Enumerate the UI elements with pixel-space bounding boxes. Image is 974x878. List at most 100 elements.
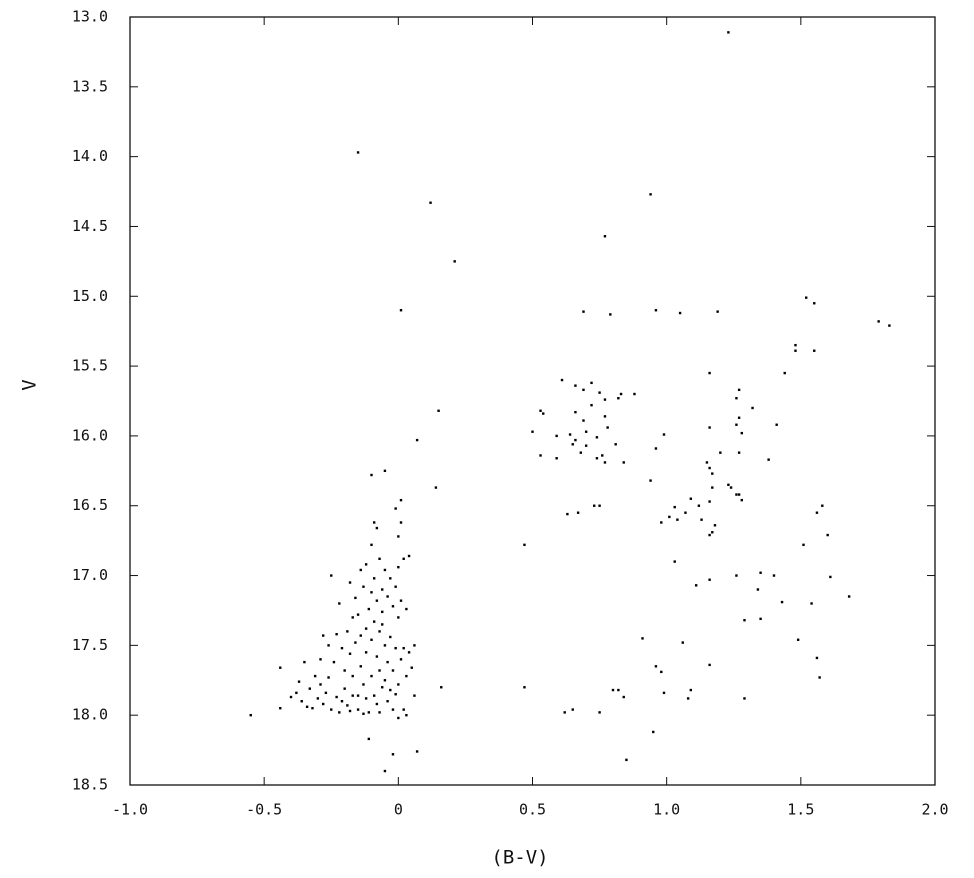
data-point bbox=[399, 498, 403, 502]
data-point bbox=[313, 674, 317, 678]
data-point bbox=[383, 469, 387, 473]
data-point bbox=[614, 443, 617, 446]
data-point bbox=[590, 381, 593, 385]
data-point bbox=[383, 769, 387, 773]
data-point bbox=[394, 507, 397, 510]
data-point bbox=[389, 577, 392, 580]
data-point bbox=[737, 388, 741, 392]
data-point bbox=[829, 575, 832, 579]
data-point bbox=[531, 430, 534, 433]
data-point bbox=[743, 619, 746, 622]
data-point bbox=[555, 434, 558, 438]
data-point bbox=[603, 235, 607, 238]
data-point bbox=[574, 438, 577, 442]
data-point bbox=[780, 600, 784, 604]
data-point bbox=[295, 691, 298, 695]
data-point bbox=[574, 410, 577, 414]
data-point bbox=[660, 521, 663, 524]
data-point bbox=[375, 655, 379, 658]
data-point bbox=[810, 602, 813, 605]
data-point bbox=[582, 419, 585, 422]
data-point bbox=[539, 409, 542, 412]
data-point bbox=[322, 702, 325, 706]
data-point bbox=[405, 674, 408, 678]
data-point bbox=[708, 663, 711, 667]
data-point bbox=[335, 632, 338, 636]
data-point bbox=[343, 669, 346, 672]
data-point bbox=[689, 688, 693, 692]
data-point bbox=[598, 504, 601, 507]
data-point bbox=[711, 472, 714, 475]
data-point bbox=[649, 479, 652, 482]
data-point bbox=[555, 457, 558, 460]
data-point bbox=[362, 712, 365, 715]
data-point bbox=[383, 679, 387, 682]
data-point bbox=[711, 486, 714, 489]
data-point bbox=[694, 584, 698, 587]
data-point bbox=[399, 658, 403, 661]
data-point bbox=[322, 634, 325, 637]
data-point bbox=[716, 310, 719, 313]
data-point bbox=[571, 708, 574, 711]
data-point bbox=[603, 415, 607, 418]
data-point bbox=[676, 518, 679, 521]
data-point bbox=[364, 627, 368, 630]
data-point bbox=[684, 511, 687, 514]
data-point bbox=[767, 458, 770, 461]
data-point bbox=[737, 451, 741, 454]
data-point bbox=[356, 694, 360, 697]
data-point bbox=[375, 702, 379, 706]
data-point bbox=[381, 610, 384, 614]
data-point bbox=[579, 451, 582, 454]
x-tick-label: 1.0 bbox=[653, 801, 680, 819]
data-point bbox=[705, 461, 709, 464]
data-point bbox=[805, 296, 808, 299]
data-point bbox=[354, 596, 357, 600]
data-point bbox=[335, 695, 338, 699]
data-point bbox=[619, 392, 623, 396]
data-point bbox=[740, 431, 743, 435]
data-point bbox=[737, 493, 741, 496]
data-point bbox=[802, 543, 805, 547]
data-point bbox=[279, 707, 282, 710]
data-point bbox=[415, 750, 419, 753]
data-point bbox=[397, 683, 400, 686]
data-point bbox=[737, 416, 741, 419]
data-point bbox=[847, 595, 851, 598]
data-point bbox=[622, 695, 625, 699]
y-tick-label: 14.5 bbox=[72, 217, 108, 235]
data-point bbox=[662, 691, 666, 695]
data-point bbox=[700, 518, 703, 521]
y-tick-label: 16.5 bbox=[72, 496, 108, 514]
data-point bbox=[796, 638, 800, 641]
data-point bbox=[364, 697, 368, 700]
x-tick-label: 2.0 bbox=[921, 801, 948, 819]
data-point bbox=[378, 711, 381, 714]
data-point bbox=[399, 309, 403, 312]
data-point bbox=[708, 500, 711, 503]
data-point bbox=[662, 433, 666, 436]
data-point bbox=[386, 700, 389, 703]
data-point bbox=[794, 343, 797, 347]
data-point bbox=[319, 683, 322, 686]
data-point bbox=[813, 349, 816, 352]
data-point bbox=[375, 599, 379, 602]
data-point bbox=[348, 581, 352, 584]
data-point bbox=[590, 403, 593, 407]
data-point bbox=[370, 473, 373, 477]
data-point bbox=[378, 630, 381, 633]
data-point bbox=[413, 694, 416, 697]
data-point bbox=[759, 571, 762, 574]
data-point bbox=[772, 574, 776, 577]
data-point bbox=[372, 694, 376, 697]
data-point bbox=[523, 686, 526, 689]
data-point bbox=[356, 151, 360, 154]
data-point bbox=[713, 524, 717, 527]
data-point bbox=[289, 695, 293, 699]
data-point bbox=[338, 602, 341, 605]
data-point bbox=[595, 436, 599, 439]
data-point bbox=[343, 687, 346, 690]
data-point bbox=[429, 201, 432, 204]
data-point bbox=[297, 680, 301, 683]
